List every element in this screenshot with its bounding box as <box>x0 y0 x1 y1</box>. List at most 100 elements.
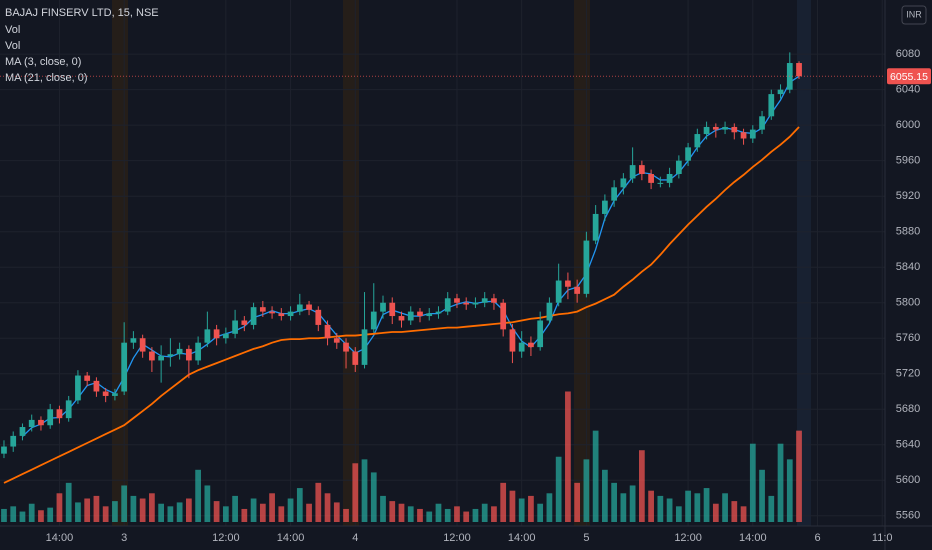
candle-body <box>666 174 673 183</box>
candle-body <box>694 134 701 148</box>
volume-bar <box>583 459 590 522</box>
volume-bar <box>361 459 368 522</box>
volume-bar <box>592 430 599 522</box>
candle-body <box>500 302 507 330</box>
candle-body <box>435 311 442 314</box>
volume-bar <box>38 510 44 522</box>
candle-body <box>139 338 146 352</box>
candle-body <box>620 178 627 188</box>
candle-body <box>75 375 81 401</box>
volume-bar <box>121 485 128 522</box>
candle-body <box>417 311 423 317</box>
volume-bar <box>176 502 183 522</box>
candle-body <box>740 132 747 139</box>
y-tick-label: 6080 <box>896 48 920 60</box>
candle-body <box>56 409 63 419</box>
volume-bar <box>324 493 331 522</box>
legend-entry[interactable]: MA (21, close, 0) <box>5 72 88 84</box>
volume-bar <box>389 501 396 522</box>
x-tick-label: 14:00 <box>508 532 536 544</box>
grid <box>0 0 885 526</box>
candle-body <box>592 213 599 241</box>
candle-body <box>186 348 192 361</box>
candle-body <box>629 165 636 179</box>
volume-bar <box>56 493 63 522</box>
volume-bar <box>195 469 201 522</box>
candle-body <box>232 320 238 334</box>
volume-bar <box>768 495 775 522</box>
x-tick-label: 5 <box>583 532 589 544</box>
candle-body <box>176 348 183 355</box>
candle-body <box>361 329 368 365</box>
volume-bar <box>167 506 174 522</box>
volume-bar <box>666 498 673 522</box>
y-tick-label: 5840 <box>896 261 920 273</box>
volume-pane <box>1 391 802 522</box>
y-tick-label: 5560 <box>896 510 920 522</box>
legend: BAJAJ FINSERV LTD, 15, NSE Vol Vol MA (3… <box>5 7 159 84</box>
volume-bar <box>463 511 470 522</box>
indicator-label: Vol <box>5 40 20 52</box>
volume-bar <box>75 502 81 522</box>
volume-bar <box>407 506 414 522</box>
legend-entry[interactable]: MA (3, close, 0) <box>5 56 81 68</box>
volume-bar <box>602 469 608 522</box>
volume-bar <box>777 443 784 522</box>
volume-bar <box>731 501 738 522</box>
volume-bar <box>648 490 654 522</box>
currency-box[interactable] <box>901 5 927 25</box>
candle-body <box>19 427 26 436</box>
volume-bar <box>629 485 636 522</box>
volume-bar <box>222 506 229 522</box>
volume-bar <box>398 503 405 522</box>
volume-bar <box>296 488 303 522</box>
candle-body <box>195 342 201 361</box>
volume-bar <box>241 508 248 522</box>
candle-body <box>1 446 7 454</box>
x-tick-label: 11:0 <box>872 532 893 544</box>
x-tick-label: 14:00 <box>277 532 305 544</box>
candle-body <box>537 320 544 348</box>
volume-bar <box>278 506 285 522</box>
y-tick-label: 5880 <box>896 226 920 238</box>
volume-bar <box>306 503 312 522</box>
volume-bar <box>352 463 359 522</box>
candle-body <box>10 435 17 447</box>
volume-bar <box>518 498 525 522</box>
candle-body <box>583 240 590 294</box>
volume-bar <box>426 511 433 522</box>
candle-body <box>675 160 682 175</box>
volume-bar <box>204 485 211 522</box>
candle-body <box>112 393 118 396</box>
candle-body <box>796 63 802 77</box>
candle-body <box>204 329 211 343</box>
candle-body <box>528 342 534 348</box>
candle-body <box>370 311 377 330</box>
y-tick-label: 6000 <box>896 119 920 131</box>
volume-bar <box>259 503 266 522</box>
volume-bar <box>638 450 645 522</box>
volume-bar <box>435 503 442 522</box>
x-tick-label: 4 <box>352 532 358 544</box>
candle-body <box>241 320 248 325</box>
candle-body <box>611 187 617 201</box>
y-tick-label: 5760 <box>896 332 920 344</box>
volume-bar <box>93 495 100 522</box>
volume-bar <box>796 430 802 522</box>
currency-label[interactable]: INR <box>906 9 922 19</box>
volume-bar <box>232 495 238 522</box>
volume-bar <box>472 508 479 522</box>
indicator-label: Vol <box>5 24 20 36</box>
volume-bar <box>546 493 553 522</box>
candle-body <box>565 280 571 287</box>
volume-bar <box>315 482 322 522</box>
volume-bar <box>537 503 544 522</box>
candle-body <box>768 94 775 117</box>
session-band <box>112 0 128 526</box>
ma-line <box>3 126 800 484</box>
session-band <box>797 0 811 526</box>
y-tick-label: 6040 <box>896 84 920 96</box>
x-tick-label: 12:00 <box>212 532 240 544</box>
candle-body <box>121 342 128 392</box>
candle-body <box>213 329 220 339</box>
